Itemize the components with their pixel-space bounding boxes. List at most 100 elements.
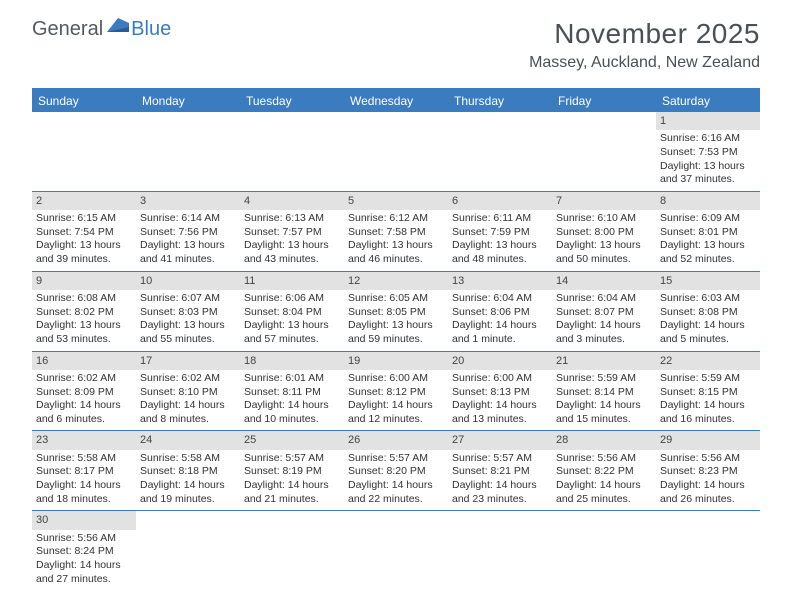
day-cell bbox=[344, 112, 448, 191]
day-body: Sunrise: 5:56 AMSunset: 8:22 PMDaylight:… bbox=[552, 450, 656, 511]
page-title: November 2025 bbox=[529, 18, 760, 50]
sunset-text: Sunset: 8:00 PM bbox=[556, 226, 652, 240]
sunrise-text: Sunrise: 6:11 AM bbox=[452, 212, 548, 226]
day-number: 12 bbox=[344, 272, 448, 290]
daylight-text: Daylight: 13 hours and 41 minutes. bbox=[140, 239, 236, 266]
daylight-text: Daylight: 13 hours and 53 minutes. bbox=[36, 319, 132, 346]
day-cell bbox=[344, 511, 448, 590]
day-body: Sunrise: 5:57 AMSunset: 8:20 PMDaylight:… bbox=[344, 450, 448, 511]
daylight-text: Daylight: 14 hours and 27 minutes. bbox=[36, 559, 132, 586]
day-body: Sunrise: 6:05 AMSunset: 8:05 PMDaylight:… bbox=[344, 290, 448, 351]
logo-text-blue: Blue bbox=[131, 18, 171, 41]
day-cell: 6Sunrise: 6:11 AMSunset: 7:59 PMDaylight… bbox=[448, 192, 552, 271]
sunset-text: Sunset: 8:24 PM bbox=[36, 545, 132, 559]
day-cell bbox=[448, 112, 552, 191]
day-number: 6 bbox=[448, 192, 552, 210]
day-body: Sunrise: 6:08 AMSunset: 8:02 PMDaylight:… bbox=[32, 290, 136, 351]
week-row: 2Sunrise: 6:15 AMSunset: 7:54 PMDaylight… bbox=[32, 192, 760, 272]
day-body: Sunrise: 6:15 AMSunset: 7:54 PMDaylight:… bbox=[32, 210, 136, 271]
day-body: Sunrise: 5:57 AMSunset: 8:21 PMDaylight:… bbox=[448, 450, 552, 511]
day-body: Sunrise: 6:03 AMSunset: 8:08 PMDaylight:… bbox=[656, 290, 760, 351]
week-row: 16Sunrise: 6:02 AMSunset: 8:09 PMDayligh… bbox=[32, 352, 760, 432]
sunrise-text: Sunrise: 6:12 AM bbox=[348, 212, 444, 226]
day-body: Sunrise: 5:58 AMSunset: 8:17 PMDaylight:… bbox=[32, 450, 136, 511]
day-number: 22 bbox=[656, 352, 760, 370]
day-cell: 8Sunrise: 6:09 AMSunset: 8:01 PMDaylight… bbox=[656, 192, 760, 271]
dow-thursday: Thursday bbox=[448, 90, 552, 112]
daylight-text: Daylight: 14 hours and 23 minutes. bbox=[452, 479, 548, 506]
daylight-text: Daylight: 14 hours and 26 minutes. bbox=[660, 479, 756, 506]
day-number: 30 bbox=[32, 511, 136, 529]
day-body: Sunrise: 6:02 AMSunset: 8:10 PMDaylight:… bbox=[136, 370, 240, 431]
day-number: 1 bbox=[656, 112, 760, 130]
day-cell bbox=[552, 112, 656, 191]
week-row: 30Sunrise: 5:56 AMSunset: 8:24 PMDayligh… bbox=[32, 511, 760, 590]
day-cell: 25Sunrise: 5:57 AMSunset: 8:19 PMDayligh… bbox=[240, 431, 344, 510]
sunrise-text: Sunrise: 6:14 AM bbox=[140, 212, 236, 226]
daylight-text: Daylight: 14 hours and 22 minutes. bbox=[348, 479, 444, 506]
dow-monday: Monday bbox=[136, 90, 240, 112]
sunrise-text: Sunrise: 6:15 AM bbox=[36, 212, 132, 226]
dow-tuesday: Tuesday bbox=[240, 90, 344, 112]
sunrise-text: Sunrise: 6:08 AM bbox=[36, 292, 132, 306]
daylight-text: Daylight: 13 hours and 52 minutes. bbox=[660, 239, 756, 266]
day-number: 18 bbox=[240, 352, 344, 370]
sunset-text: Sunset: 7:58 PM bbox=[348, 226, 444, 240]
day-number: 29 bbox=[656, 431, 760, 449]
sunrise-text: Sunrise: 5:57 AM bbox=[244, 452, 340, 466]
header: General Blue November 2025 Massey, Auckl… bbox=[0, 0, 792, 80]
day-number: 27 bbox=[448, 431, 552, 449]
day-cell bbox=[552, 511, 656, 590]
day-cell: 4Sunrise: 6:13 AMSunset: 7:57 PMDaylight… bbox=[240, 192, 344, 271]
day-cell: 16Sunrise: 6:02 AMSunset: 8:09 PMDayligh… bbox=[32, 352, 136, 431]
day-cell bbox=[656, 511, 760, 590]
day-number: 5 bbox=[344, 192, 448, 210]
day-body: Sunrise: 6:04 AMSunset: 8:07 PMDaylight:… bbox=[552, 290, 656, 351]
day-cell: 28Sunrise: 5:56 AMSunset: 8:22 PMDayligh… bbox=[552, 431, 656, 510]
flag-icon bbox=[107, 18, 129, 37]
daylight-text: Daylight: 14 hours and 21 minutes. bbox=[244, 479, 340, 506]
day-number: 9 bbox=[32, 272, 136, 290]
day-number: 2 bbox=[32, 192, 136, 210]
sunset-text: Sunset: 7:56 PM bbox=[140, 226, 236, 240]
day-body: Sunrise: 5:59 AMSunset: 8:14 PMDaylight:… bbox=[552, 370, 656, 431]
daylight-text: Daylight: 14 hours and 25 minutes. bbox=[556, 479, 652, 506]
sunrise-text: Sunrise: 5:59 AM bbox=[660, 372, 756, 386]
day-body: Sunrise: 6:00 AMSunset: 8:13 PMDaylight:… bbox=[448, 370, 552, 431]
day-body: Sunrise: 6:10 AMSunset: 8:00 PMDaylight:… bbox=[552, 210, 656, 271]
sunrise-text: Sunrise: 6:16 AM bbox=[660, 132, 756, 146]
day-cell: 26Sunrise: 5:57 AMSunset: 8:20 PMDayligh… bbox=[344, 431, 448, 510]
day-number: 13 bbox=[448, 272, 552, 290]
day-cell: 11Sunrise: 6:06 AMSunset: 8:04 PMDayligh… bbox=[240, 272, 344, 351]
day-number: 10 bbox=[136, 272, 240, 290]
sunrise-text: Sunrise: 6:13 AM bbox=[244, 212, 340, 226]
day-cell: 3Sunrise: 6:14 AMSunset: 7:56 PMDaylight… bbox=[136, 192, 240, 271]
sunset-text: Sunset: 8:07 PM bbox=[556, 306, 652, 320]
sunrise-text: Sunrise: 6:07 AM bbox=[140, 292, 236, 306]
sunset-text: Sunset: 7:57 PM bbox=[244, 226, 340, 240]
dow-friday: Friday bbox=[552, 90, 656, 112]
sunset-text: Sunset: 8:11 PM bbox=[244, 386, 340, 400]
sunset-text: Sunset: 8:23 PM bbox=[660, 465, 756, 479]
day-number: 26 bbox=[344, 431, 448, 449]
day-cell: 17Sunrise: 6:02 AMSunset: 8:10 PMDayligh… bbox=[136, 352, 240, 431]
daylight-text: Daylight: 14 hours and 6 minutes. bbox=[36, 399, 132, 426]
day-cell: 9Sunrise: 6:08 AMSunset: 8:02 PMDaylight… bbox=[32, 272, 136, 351]
day-number: 20 bbox=[448, 352, 552, 370]
day-body: Sunrise: 6:07 AMSunset: 8:03 PMDaylight:… bbox=[136, 290, 240, 351]
daylight-text: Daylight: 14 hours and 5 minutes. bbox=[660, 319, 756, 346]
sunrise-text: Sunrise: 6:00 AM bbox=[348, 372, 444, 386]
sunset-text: Sunset: 8:22 PM bbox=[556, 465, 652, 479]
sunrise-text: Sunrise: 5:58 AM bbox=[140, 452, 236, 466]
daylight-text: Daylight: 13 hours and 55 minutes. bbox=[140, 319, 236, 346]
sunset-text: Sunset: 8:17 PM bbox=[36, 465, 132, 479]
sunset-text: Sunset: 8:21 PM bbox=[452, 465, 548, 479]
day-cell bbox=[136, 112, 240, 191]
day-number: 16 bbox=[32, 352, 136, 370]
day-cell: 19Sunrise: 6:00 AMSunset: 8:12 PMDayligh… bbox=[344, 352, 448, 431]
sunrise-text: Sunrise: 6:04 AM bbox=[556, 292, 652, 306]
sunset-text: Sunset: 8:02 PM bbox=[36, 306, 132, 320]
sunrise-text: Sunrise: 5:56 AM bbox=[556, 452, 652, 466]
day-number: 19 bbox=[344, 352, 448, 370]
day-number: 8 bbox=[656, 192, 760, 210]
